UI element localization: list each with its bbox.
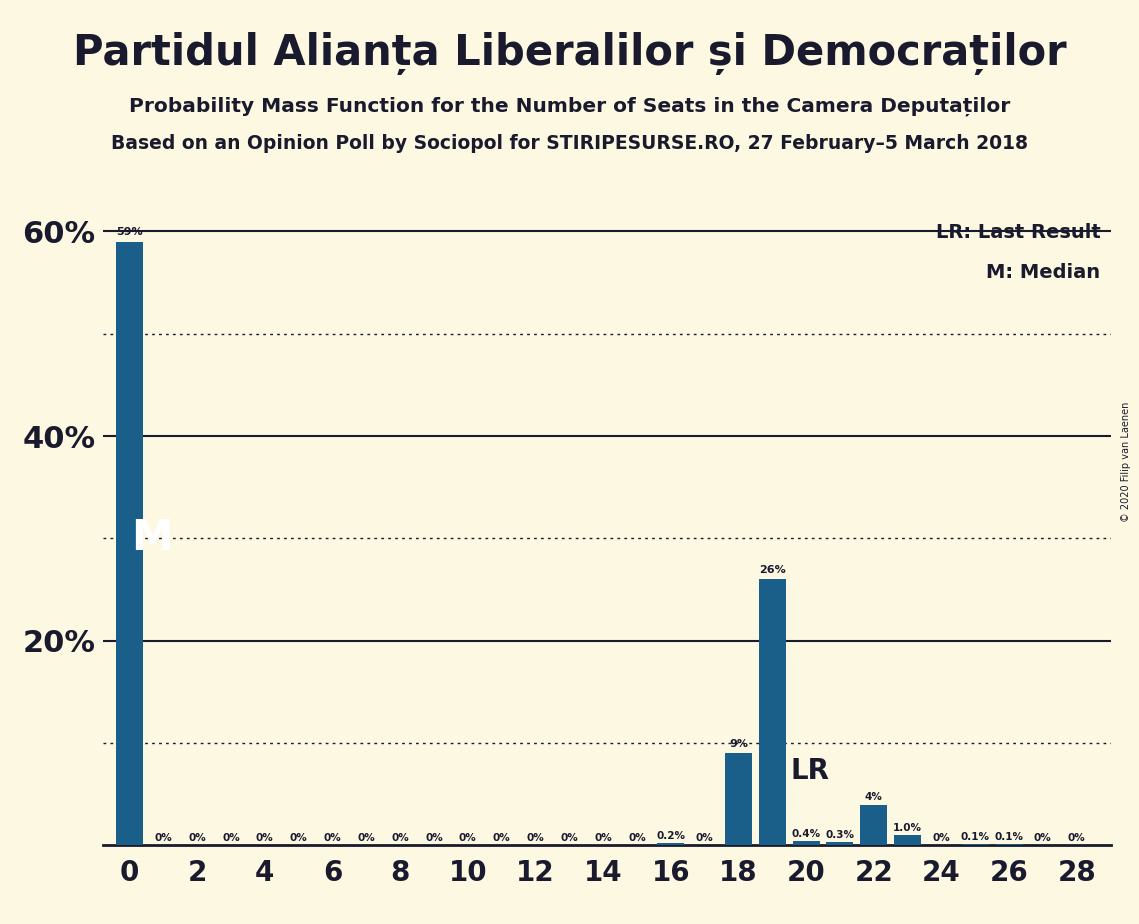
Text: Probability Mass Function for the Number of Seats in the Camera Deputaților: Probability Mass Function for the Number… — [129, 97, 1010, 116]
Text: 26%: 26% — [759, 565, 786, 576]
Bar — [657, 844, 685, 845]
Text: LR: LR — [790, 757, 830, 785]
Text: 0%: 0% — [392, 833, 409, 843]
Bar — [116, 241, 144, 845]
Text: 59%: 59% — [116, 227, 142, 237]
Text: 0.2%: 0.2% — [656, 832, 686, 842]
Text: LR: Last Result: LR: Last Result — [936, 224, 1100, 242]
Bar — [793, 842, 820, 845]
Text: Based on an Opinion Poll by Sociopol for STIRIPESURSE.RO, 27 February–5 March 20: Based on an Opinion Poll by Sociopol for… — [110, 134, 1029, 153]
Text: 0%: 0% — [289, 833, 308, 843]
Text: 0%: 0% — [459, 833, 477, 843]
Text: M: Median: M: Median — [986, 263, 1100, 283]
Text: 0.3%: 0.3% — [826, 831, 854, 840]
Text: 9%: 9% — [729, 739, 748, 749]
Text: 0.1%: 0.1% — [960, 833, 990, 843]
Text: 0%: 0% — [256, 833, 273, 843]
Text: © 2020 Filip van Laenen: © 2020 Filip van Laenen — [1121, 402, 1131, 522]
Text: 0.1%: 0.1% — [994, 833, 1024, 843]
Text: 0%: 0% — [222, 833, 240, 843]
Bar — [827, 843, 853, 845]
Bar — [894, 835, 921, 845]
Text: 0%: 0% — [526, 833, 544, 843]
Text: 0%: 0% — [628, 833, 646, 843]
Text: 4%: 4% — [865, 793, 883, 802]
Bar — [860, 805, 887, 845]
Text: 0%: 0% — [358, 833, 375, 843]
Bar — [724, 753, 752, 845]
Text: 0%: 0% — [1068, 833, 1085, 843]
Text: 0%: 0% — [323, 833, 342, 843]
Text: 0%: 0% — [188, 833, 206, 843]
Text: 0%: 0% — [560, 833, 579, 843]
Text: 0%: 0% — [155, 833, 172, 843]
Text: 0%: 0% — [696, 833, 713, 843]
Bar — [759, 579, 786, 845]
Text: Partidul Alianța Liberalilor și Democraților: Partidul Alianța Liberalilor și Democraț… — [73, 32, 1066, 76]
Text: M: M — [131, 517, 173, 559]
Text: 0%: 0% — [493, 833, 510, 843]
Text: 1.0%: 1.0% — [893, 823, 923, 833]
Text: 0.4%: 0.4% — [792, 830, 821, 839]
Text: 0%: 0% — [1034, 833, 1051, 843]
Text: 0%: 0% — [933, 833, 950, 843]
Text: 0%: 0% — [425, 833, 443, 843]
Text: 0%: 0% — [595, 833, 612, 843]
